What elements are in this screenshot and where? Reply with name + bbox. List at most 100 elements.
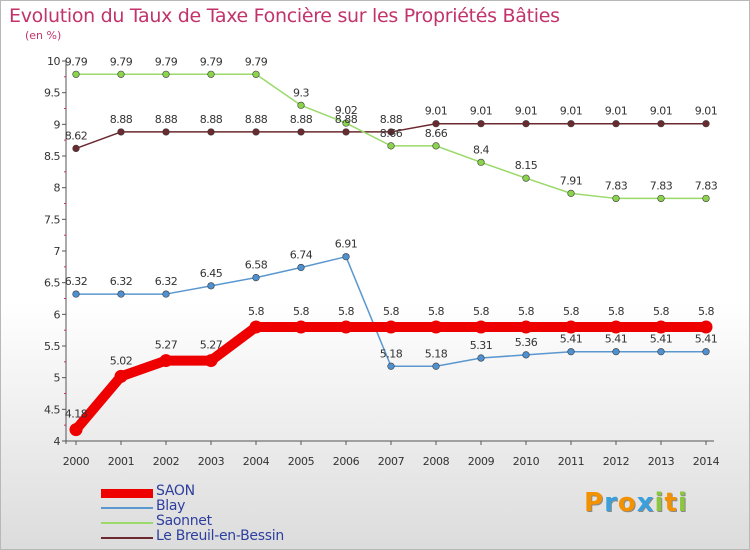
data-label: 5.8 (428, 305, 444, 318)
data-label: 9.79 (245, 55, 268, 68)
data-label: 5.31 (470, 339, 493, 352)
data-label: 4.18 (65, 408, 88, 421)
data-point (567, 120, 575, 128)
y-tick-label: 6.5 (44, 277, 60, 290)
y-tick-label: 9.5 (44, 87, 60, 100)
data-point (297, 263, 305, 272)
data-label: 7.83 (605, 179, 628, 192)
data-label: 5.8 (518, 305, 534, 318)
data-point (162, 70, 170, 78)
data-label: 8.88 (110, 113, 133, 126)
y-tick-label: 8 (54, 182, 61, 195)
data-point (432, 362, 440, 370)
data-label: 5.41 (605, 333, 628, 346)
x-tick-label: 2001 (108, 455, 134, 468)
data-point (252, 274, 260, 282)
data-label: 9.79 (155, 55, 178, 68)
x-tick-label: 2000 (63, 455, 90, 468)
data-point (477, 158, 485, 166)
x-tick-label: 2011 (558, 455, 584, 468)
data-label: 9.01 (560, 105, 583, 118)
data-point (522, 351, 530, 359)
data-label: 9.01 (515, 105, 538, 118)
y-tick-label: 4 (54, 435, 61, 448)
data-label: 9.79 (65, 55, 88, 68)
x-tick-label: 2006 (333, 455, 360, 468)
data-label: 9.79 (200, 55, 223, 68)
data-label: 8.88 (290, 113, 313, 126)
data-label: 5.8 (338, 305, 354, 318)
logo-letter: x (636, 488, 655, 518)
data-label: 9.01 (605, 105, 628, 118)
data-point (564, 320, 578, 334)
data-point (162, 128, 170, 136)
chart-title: Evolution du Taux de Taxe Foncière sur l… (9, 5, 560, 27)
data-point (207, 128, 215, 136)
data-point (657, 194, 665, 203)
x-tick-label: 2012 (603, 455, 629, 468)
data-point (702, 194, 710, 203)
chart-data-labels: 8.62 8.88 8.88 8.88 8.88 8.88 8.88 8.88 9.01 9.01… (65, 55, 718, 420)
data-point (609, 320, 623, 334)
data-label: 9.01 (470, 105, 493, 118)
data-label: 6.45 (200, 267, 223, 280)
data-label: 8.62 (65, 129, 88, 142)
data-point (477, 120, 485, 128)
data-label: 5.8 (698, 305, 714, 318)
data-label: 5.18 (380, 347, 403, 360)
data-label: 8.88 (245, 113, 268, 126)
data-point (519, 320, 533, 334)
data-point (477, 354, 485, 362)
data-point (117, 128, 125, 136)
logo-letter: P (584, 488, 605, 518)
data-point (252, 70, 260, 78)
legend-swatch (101, 507, 153, 509)
data-label: 9.02 (335, 104, 358, 117)
proxiti-logo: Proxiti (584, 488, 688, 518)
data-point (387, 142, 395, 150)
data-point (657, 348, 665, 356)
data-point (294, 320, 308, 334)
data-point (72, 290, 80, 298)
data-point (387, 362, 395, 370)
logo-letter: o (617, 488, 637, 518)
data-label: 5.02 (110, 354, 133, 367)
data-point (72, 144, 80, 152)
x-tick-label: 2010 (513, 455, 540, 468)
x-tick-label: 2013 (648, 455, 675, 468)
legend-label: SAON (156, 483, 195, 499)
data-label: 8.88 (335, 113, 358, 126)
data-point (159, 354, 173, 368)
data-point (249, 320, 263, 334)
y-tick-label: 7.5 (44, 213, 60, 226)
logo-letter: i (654, 488, 665, 518)
data-label: 9.01 (695, 105, 718, 118)
data-label: 8.4 (473, 143, 489, 156)
x-tick-label: 2009 (468, 455, 495, 468)
data-point (474, 320, 488, 334)
x-tick-label: 2003 (198, 455, 225, 468)
y-tick-label: 5 (54, 372, 61, 385)
data-label: 6.32 (65, 275, 88, 288)
data-label: 6.32 (110, 275, 133, 288)
data-label: 5.18 (425, 347, 448, 360)
y-tick-label: 6 (54, 308, 61, 321)
data-label: 5.8 (383, 305, 399, 318)
x-tick-label: 2007 (378, 455, 405, 468)
data-label: 7.91 (560, 174, 583, 187)
data-point (252, 128, 260, 136)
data-point (342, 128, 350, 136)
y-tick-label: 9 (54, 118, 61, 131)
data-point (297, 101, 305, 109)
legend-swatch (101, 488, 153, 498)
data-label: 5.8 (248, 305, 264, 318)
data-label: 9.3 (293, 86, 309, 99)
data-label: 8.88 (380, 113, 403, 126)
data-point (702, 348, 710, 356)
chart-axes: 4 4.5 5 5.5 6 6.5 7 7.5 8 8.5 9 9.5 10 2000 2001 2002 20… (44, 55, 720, 468)
data-label: 5.36 (515, 336, 538, 349)
data-label: 7.83 (695, 179, 718, 192)
legend-label: Blay (156, 498, 186, 514)
